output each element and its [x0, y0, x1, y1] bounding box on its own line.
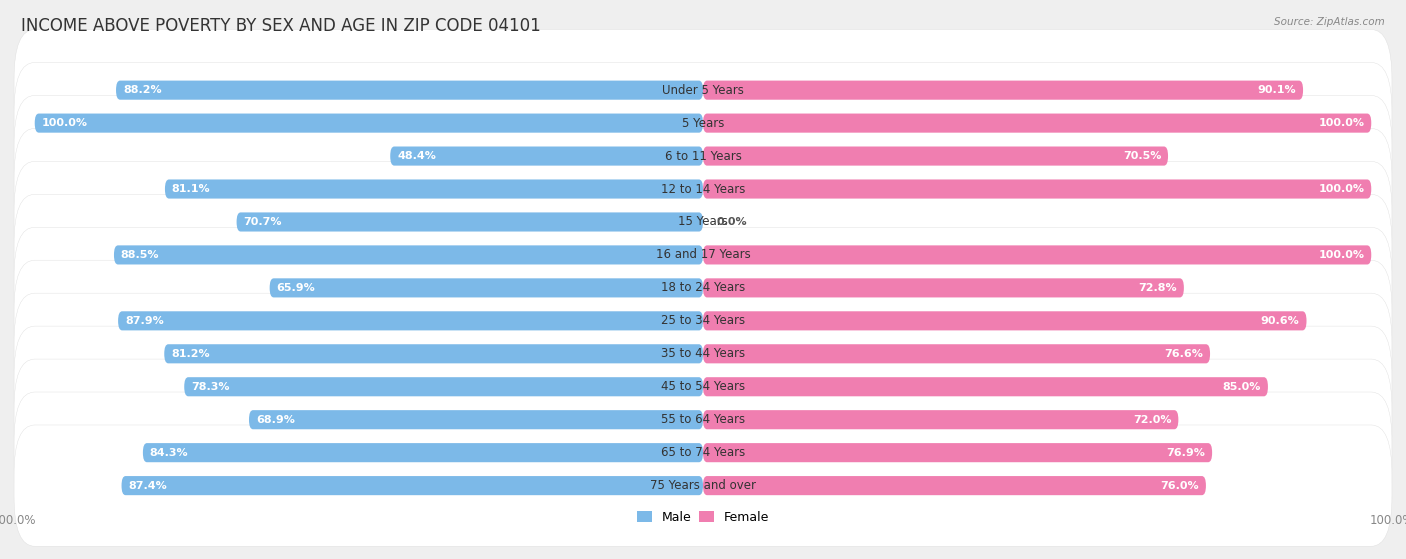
Text: 16 and 17 Years: 16 and 17 Years	[655, 248, 751, 262]
FancyBboxPatch shape	[184, 377, 703, 396]
FancyBboxPatch shape	[703, 278, 1184, 297]
FancyBboxPatch shape	[14, 228, 1392, 348]
Text: 45 to 54 Years: 45 to 54 Years	[661, 380, 745, 393]
FancyBboxPatch shape	[703, 443, 1212, 462]
Text: 48.4%: 48.4%	[396, 151, 436, 161]
FancyBboxPatch shape	[703, 146, 1168, 165]
Text: 90.1%: 90.1%	[1257, 85, 1296, 95]
Text: 55 to 64 Years: 55 to 64 Years	[661, 413, 745, 426]
Text: 18 to 24 Years: 18 to 24 Years	[661, 281, 745, 295]
FancyBboxPatch shape	[703, 410, 1178, 429]
Text: 76.9%: 76.9%	[1167, 448, 1205, 458]
FancyBboxPatch shape	[703, 311, 1306, 330]
Legend: Male, Female: Male, Female	[631, 506, 775, 529]
FancyBboxPatch shape	[14, 96, 1392, 217]
Text: 70.7%: 70.7%	[243, 217, 283, 227]
Text: INCOME ABOVE POVERTY BY SEX AND AGE IN ZIP CODE 04101: INCOME ABOVE POVERTY BY SEX AND AGE IN Z…	[21, 17, 541, 35]
Text: 65 to 74 Years: 65 to 74 Years	[661, 446, 745, 459]
FancyBboxPatch shape	[391, 146, 703, 165]
Text: 100.0%: 100.0%	[1319, 118, 1364, 128]
Text: 15 Years: 15 Years	[678, 215, 728, 229]
Text: 90.6%: 90.6%	[1261, 316, 1299, 326]
FancyBboxPatch shape	[143, 443, 703, 462]
Text: 68.9%: 68.9%	[256, 415, 295, 425]
FancyBboxPatch shape	[249, 410, 703, 429]
Text: 87.9%: 87.9%	[125, 316, 163, 326]
FancyBboxPatch shape	[703, 80, 1303, 100]
FancyBboxPatch shape	[117, 80, 703, 100]
FancyBboxPatch shape	[14, 425, 1392, 546]
Text: 88.2%: 88.2%	[122, 85, 162, 95]
FancyBboxPatch shape	[121, 476, 703, 495]
Text: 72.8%: 72.8%	[1139, 283, 1177, 293]
FancyBboxPatch shape	[165, 344, 703, 363]
Text: 75 Years and over: 75 Years and over	[650, 479, 756, 492]
FancyBboxPatch shape	[118, 311, 703, 330]
FancyBboxPatch shape	[14, 63, 1392, 184]
FancyBboxPatch shape	[14, 326, 1392, 447]
Text: 12 to 14 Years: 12 to 14 Years	[661, 183, 745, 196]
FancyBboxPatch shape	[14, 30, 1392, 151]
FancyBboxPatch shape	[14, 195, 1392, 316]
FancyBboxPatch shape	[14, 129, 1392, 250]
Text: 81.1%: 81.1%	[172, 184, 211, 194]
FancyBboxPatch shape	[14, 359, 1392, 480]
FancyBboxPatch shape	[236, 212, 703, 231]
FancyBboxPatch shape	[703, 113, 1371, 132]
Text: 70.5%: 70.5%	[1123, 151, 1161, 161]
FancyBboxPatch shape	[703, 179, 1371, 198]
Text: 85.0%: 85.0%	[1223, 382, 1261, 392]
Text: 76.0%: 76.0%	[1160, 481, 1199, 491]
Text: 100.0%: 100.0%	[1319, 184, 1364, 194]
FancyBboxPatch shape	[703, 245, 1371, 264]
Text: 72.0%: 72.0%	[1133, 415, 1171, 425]
FancyBboxPatch shape	[270, 278, 703, 297]
Text: 76.6%: 76.6%	[1164, 349, 1204, 359]
FancyBboxPatch shape	[14, 162, 1392, 283]
Text: 88.5%: 88.5%	[121, 250, 159, 260]
Text: 100.0%: 100.0%	[1319, 250, 1364, 260]
FancyBboxPatch shape	[703, 377, 1268, 396]
Text: 100.0%: 100.0%	[42, 118, 87, 128]
FancyBboxPatch shape	[703, 476, 1206, 495]
FancyBboxPatch shape	[14, 293, 1392, 414]
Text: 25 to 34 Years: 25 to 34 Years	[661, 314, 745, 328]
Text: 0.0%: 0.0%	[717, 217, 748, 227]
Text: 81.2%: 81.2%	[172, 349, 209, 359]
FancyBboxPatch shape	[35, 113, 703, 132]
Text: 84.3%: 84.3%	[150, 448, 188, 458]
Text: 5 Years: 5 Years	[682, 117, 724, 130]
FancyBboxPatch shape	[703, 344, 1211, 363]
FancyBboxPatch shape	[14, 260, 1392, 381]
Text: Under 5 Years: Under 5 Years	[662, 84, 744, 97]
FancyBboxPatch shape	[14, 392, 1392, 513]
Text: 65.9%: 65.9%	[277, 283, 315, 293]
Text: 87.4%: 87.4%	[128, 481, 167, 491]
FancyBboxPatch shape	[114, 245, 703, 264]
FancyBboxPatch shape	[165, 179, 703, 198]
Text: 78.3%: 78.3%	[191, 382, 229, 392]
Text: 35 to 44 Years: 35 to 44 Years	[661, 347, 745, 361]
Text: 6 to 11 Years: 6 to 11 Years	[665, 150, 741, 163]
Text: Source: ZipAtlas.com: Source: ZipAtlas.com	[1274, 17, 1385, 27]
